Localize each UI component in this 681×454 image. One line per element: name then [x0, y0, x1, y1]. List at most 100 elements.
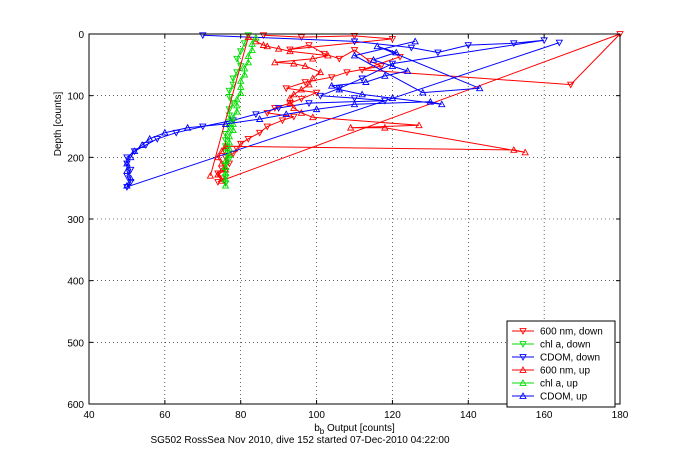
- data-point: [221, 131, 230, 138]
- data-point: [236, 76, 245, 84]
- data-point: [229, 113, 237, 121]
- legend-item: chl a, down: [512, 340, 591, 351]
- data-point: [346, 123, 355, 131]
- data-point: [255, 129, 264, 137]
- data-point: [320, 50, 328, 58]
- x-tick-label: 40: [83, 410, 95, 421]
- data-point: [233, 101, 241, 109]
- data-point: [301, 62, 309, 69]
- data-point: [161, 128, 169, 136]
- data-point: [126, 166, 135, 174]
- data-point: [388, 60, 397, 68]
- data-point: [373, 42, 382, 50]
- data-point: [123, 184, 131, 191]
- legend-item: CDOM, up: [512, 392, 588, 403]
- data-point: [392, 48, 400, 56]
- data-point: [297, 95, 306, 103]
- data-point: [229, 100, 237, 107]
- data-point: [225, 150, 234, 158]
- y-tick-label: 200: [67, 153, 84, 164]
- data-point: [566, 81, 575, 89]
- data-point: [415, 121, 423, 129]
- data-point: [407, 44, 416, 52]
- data-point: [221, 137, 230, 144]
- data-point: [350, 100, 359, 108]
- data-point: [278, 117, 287, 125]
- legend-item: 600 nm, down: [512, 327, 603, 338]
- data-point: [358, 75, 366, 83]
- data-point: [282, 85, 290, 93]
- axis-ticks: 40 60 80 100 120 140 160 180 0 100 200 300 400 500 600: [67, 30, 628, 421]
- data-point: [123, 159, 131, 167]
- data-point: [377, 63, 385, 70]
- data-point: [388, 62, 397, 69]
- data-point: [252, 111, 260, 119]
- data-point: [225, 124, 234, 132]
- data-point: [309, 74, 317, 82]
- data-point: [297, 34, 306, 42]
- data-point: [297, 85, 306, 93]
- data-point: [248, 46, 256, 53]
- legend-label: chl a, down: [540, 340, 591, 351]
- data-point: [335, 85, 344, 93]
- data-point: [350, 47, 359, 54]
- data-point: [199, 32, 207, 40]
- data-point: [434, 49, 442, 57]
- data-point: [225, 155, 234, 163]
- data-point: [236, 140, 245, 148]
- data-point: [282, 110, 290, 118]
- x-tick-label: 160: [536, 410, 553, 421]
- data-point: [362, 78, 370, 85]
- data-point: [290, 59, 298, 67]
- data-point: [286, 47, 294, 55]
- data-point: [138, 141, 146, 148]
- series-layer: [123, 31, 624, 191]
- data-point: [217, 147, 226, 155]
- data-point: [259, 32, 268, 40]
- data-point: [396, 53, 404, 61]
- data-point: [214, 170, 222, 178]
- data-point: [236, 89, 245, 97]
- data-point: [411, 37, 419, 45]
- data-point: [225, 94, 234, 101]
- data-point: [244, 32, 253, 40]
- data-point: [233, 55, 241, 63]
- legend-swatch-marker: [519, 354, 527, 361]
- data-point: [350, 95, 359, 103]
- data-point: [419, 88, 427, 96]
- x-tick-label: 120: [384, 410, 401, 421]
- y-tick-label: 600: [67, 400, 84, 411]
- data-point: [358, 90, 366, 98]
- x-tick-label: 80: [235, 410, 247, 421]
- legend-swatch-marker: [519, 366, 527, 373]
- data-point: [305, 100, 313, 107]
- data-point: [510, 146, 518, 153]
- legend-item: CDOM, down: [512, 353, 600, 364]
- data-point: [229, 81, 237, 89]
- data-point: [290, 104, 298, 111]
- y-tick-label: 500: [67, 338, 84, 349]
- y-tick-label: 300: [67, 215, 84, 226]
- data-point: [297, 109, 306, 116]
- y-tick-label: 100: [67, 92, 84, 103]
- data-point: [123, 166, 131, 174]
- data-point: [252, 33, 260, 41]
- data-point: [236, 48, 245, 56]
- data-point: [381, 72, 389, 79]
- data-point: [240, 40, 249, 48]
- data-point: [225, 138, 234, 146]
- data-point: [290, 113, 298, 121]
- data-point: [153, 135, 162, 143]
- data-point: [286, 46, 294, 54]
- data-point: [126, 153, 135, 161]
- data-point: [244, 52, 253, 60]
- data-point: [263, 123, 272, 131]
- legend-label: 600 nm, down: [540, 327, 603, 338]
- data-point: [221, 163, 230, 171]
- data-point: [350, 38, 359, 46]
- data-point: [327, 81, 336, 89]
- data-point: [214, 153, 222, 161]
- legend-label: CDOM, down: [540, 353, 600, 364]
- series-4: [221, 33, 260, 189]
- data-point: [225, 87, 234, 95]
